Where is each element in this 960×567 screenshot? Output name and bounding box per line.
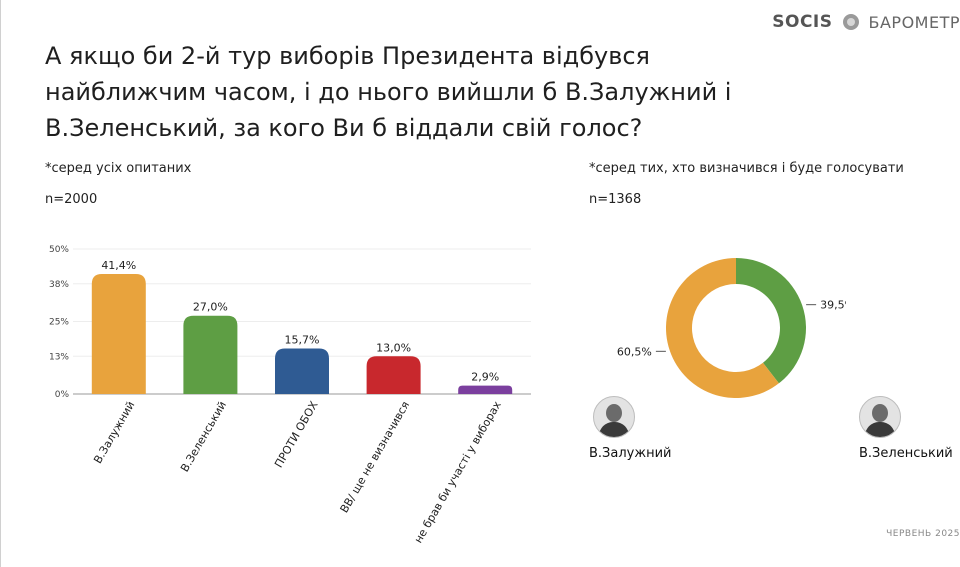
- legend-zelenskyi: В.Зеленський: [859, 446, 953, 461]
- brand-header: SOCIS БАРОМЕТР: [772, 10, 960, 34]
- y-tick-label: 50%: [49, 245, 69, 255]
- bar: [91, 273, 146, 394]
- brand-subtitle: БАРОМЕТР: [868, 12, 960, 32]
- y-tick-label: 25%: [49, 318, 69, 328]
- right-sample-size: n=1368: [589, 192, 642, 207]
- page-title: А якщо би 2-й тур виборів Президента від…: [45, 42, 732, 142]
- bar: [366, 356, 421, 394]
- footer-date: ЧЕРВЕНЬ 2025: [886, 529, 960, 539]
- y-tick-label: 38%: [49, 280, 69, 290]
- x-tick-label: не брав би участі у виборах: [412, 399, 504, 546]
- bar: [183, 315, 238, 394]
- x-tick-label: ВВ/ ще не визначився: [338, 399, 413, 515]
- zelenskyi-photo: [859, 396, 901, 438]
- bar: [275, 348, 329, 394]
- bar-chart: 0% 13% 25% 38% 50% 41,4% В.Залужний 27,0% В.Зеле…: [49, 245, 531, 546]
- y-tick-label: 13%: [49, 352, 69, 362]
- left-note: *серед усіх опитаних: [45, 161, 192, 176]
- right-note: *серед тих, хто визначився і буде голосу…: [589, 161, 904, 176]
- slice-value-label: 39,5%: [820, 299, 846, 312]
- bar-value-label: 27,0%: [193, 301, 228, 314]
- y-tick-label: 0%: [55, 390, 70, 400]
- brand-logo: SOCIS: [772, 12, 833, 32]
- slice-value-label: 60,5%: [617, 345, 652, 358]
- donut-chart: 39,5% 60,5%: [617, 258, 846, 398]
- legend-zaluzhnyi: В.Залужний: [589, 446, 672, 461]
- bar-value-label: 2,9%: [471, 371, 499, 384]
- x-tick-label: В.Залужний: [91, 399, 137, 466]
- donut-slice: [736, 258, 806, 384]
- x-tick-label: ПРОТИ ОБОХ: [272, 399, 321, 470]
- donut-slice: [666, 258, 779, 398]
- bar-value-label: 41,4%: [101, 259, 136, 272]
- x-tick-label: В.Зеленський: [178, 399, 229, 474]
- bar: [458, 385, 513, 394]
- bar-value-label: 13,0%: [376, 341, 411, 354]
- globe-icon: [842, 14, 859, 30]
- left-sample-size: n=2000: [45, 192, 98, 207]
- bar-value-label: 15,7%: [285, 333, 320, 346]
- zaluzhnyi-photo: [593, 396, 635, 438]
